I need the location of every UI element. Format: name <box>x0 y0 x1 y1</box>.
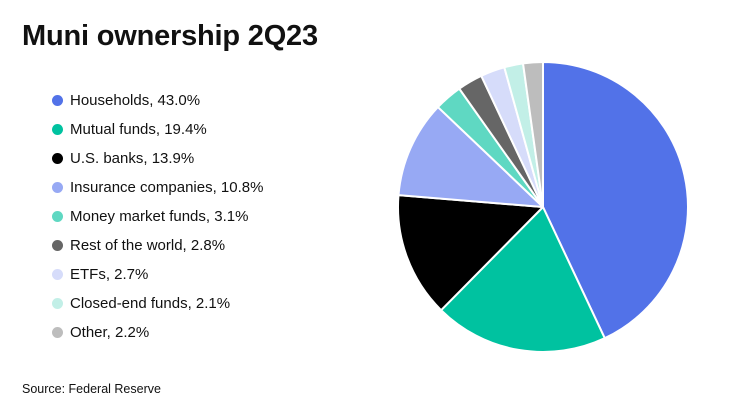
legend-label: Money market funds, 3.1% <box>70 208 249 225</box>
legend-label: Closed-end funds, 2.1% <box>70 295 231 312</box>
legend-item: Households, 43.0% <box>52 86 263 115</box>
chart-title: Muni ownership 2Q23 <box>22 20 318 52</box>
legend-item: Closed-end funds, 2.1% <box>52 289 263 318</box>
legend-label: Other, 2.2% <box>70 324 150 341</box>
legend-swatch <box>52 327 63 338</box>
pie-slice <box>397 194 544 312</box>
legend-swatch <box>52 211 63 222</box>
source-note: Source: Federal Reserve <box>22 382 161 396</box>
legend-label: Insurance companies, 10.8% <box>70 179 264 196</box>
pie-slice <box>522 61 544 208</box>
legend-item: Insurance companies, 10.8% <box>52 173 263 202</box>
legend-item: ETFs, 2.7% <box>52 260 263 289</box>
legend-item: Rest of the world, 2.8% <box>52 231 263 260</box>
pie-slice <box>397 106 544 208</box>
legend-swatch <box>52 269 63 280</box>
legend-swatch <box>52 95 63 106</box>
legend-label: ETFs, 2.7% <box>70 266 149 283</box>
legend-item: Other, 2.2% <box>52 318 263 347</box>
legend-swatch <box>52 153 63 164</box>
legend-swatch <box>52 240 63 251</box>
legend-item: Money market funds, 3.1% <box>52 202 263 231</box>
legend-item: U.S. banks, 13.9% <box>52 144 263 173</box>
legend: Households, 43.0% Mutual funds, 19.4% U.S.… <box>52 86 263 347</box>
legend-label: Rest of the world, 2.8% <box>70 237 226 254</box>
pie-slice <box>542 61 689 340</box>
pie-chart <box>397 61 689 353</box>
legend-label: Households, 43.0% <box>70 92 201 109</box>
pie-slice <box>440 206 606 353</box>
legend-label: Mutual funds, 19.4% <box>70 121 207 138</box>
legend-swatch <box>52 298 63 309</box>
legend-swatch <box>52 124 63 135</box>
legend-item: Mutual funds, 19.4% <box>52 115 263 144</box>
legend-swatch <box>52 182 63 193</box>
legend-label: U.S. banks, 13.9% <box>70 150 195 167</box>
